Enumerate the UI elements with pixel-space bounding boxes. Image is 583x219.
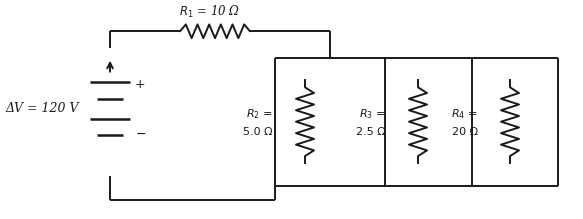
Text: 2.5 Ω: 2.5 Ω: [356, 127, 386, 136]
Text: 5.0 Ω: 5.0 Ω: [243, 127, 273, 136]
Text: +: +: [135, 78, 146, 91]
Text: $-$: $-$: [135, 127, 146, 140]
Text: $R_1$ = 10 Ω: $R_1$ = 10 Ω: [180, 4, 241, 19]
Text: $R_2$ =: $R_2$ =: [247, 107, 273, 121]
Text: ΔV = 120 V: ΔV = 120 V: [5, 102, 79, 115]
Text: $R_4$ =: $R_4$ =: [451, 107, 478, 121]
Text: 20 Ω: 20 Ω: [452, 127, 478, 136]
Text: $R_3$ =: $R_3$ =: [359, 107, 386, 121]
